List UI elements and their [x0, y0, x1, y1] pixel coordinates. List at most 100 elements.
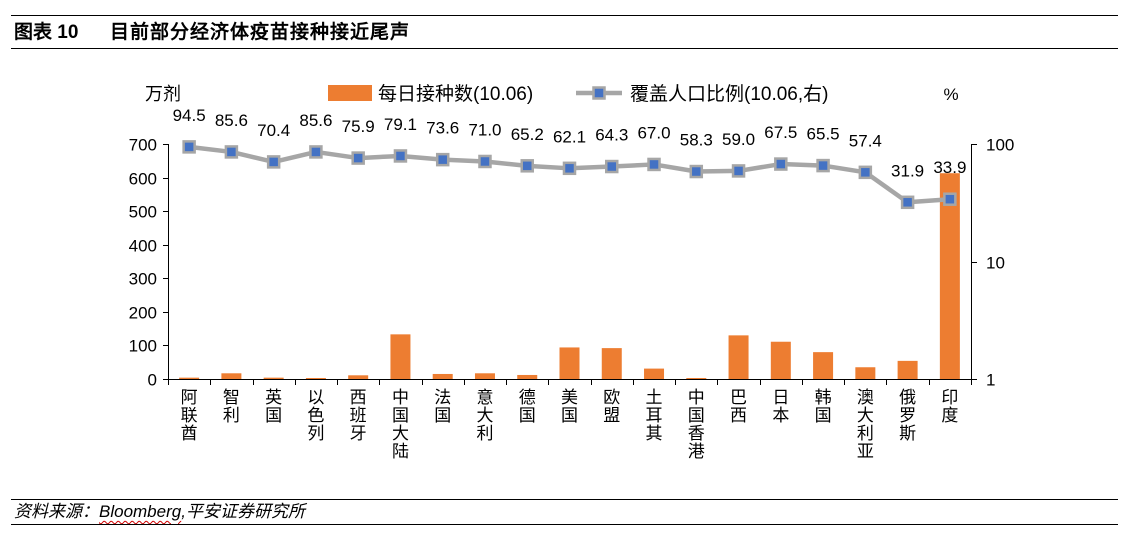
coverage-marker [774, 157, 788, 171]
source-note: 资料来源：Bloomberg,平安证券研究所 [14, 503, 305, 521]
y2-tick-label: 10 [986, 254, 1005, 273]
line-data-labels: 94.5 85.6 70.4 85.6 75.9 79.1 73.6 71.0 65.2 62.1… [173, 106, 967, 180]
coverage-marker [943, 192, 957, 206]
daily-doses-bar [855, 367, 876, 379]
legend-line-label: 覆盖人口比例(10.06,右) [630, 83, 828, 105]
legend-bar-label: 每日接种数(10.06) [378, 83, 533, 105]
coverage-marker [266, 155, 281, 169]
daily-doses-bar [263, 377, 284, 379]
daily-doses-bar [305, 377, 326, 379]
source-name: Bloomberg [99, 502, 182, 521]
coverage-marker [478, 154, 492, 169]
coverage-data-label: 73.6 [426, 119, 459, 138]
category-label: 韩国 [815, 388, 832, 425]
daily-doses-bar [897, 360, 918, 379]
coverage-marker [858, 165, 873, 180]
coverage-data-label: 79.1 [384, 115, 417, 134]
daily-doses-bar [348, 375, 369, 379]
bottom-rule [11, 524, 1118, 525]
category-label: 土耳其 [646, 388, 663, 443]
daily-doses-bar [939, 173, 960, 379]
y-axis-label: 万剂 [145, 84, 181, 104]
daily-doses-bar [686, 377, 707, 379]
daily-doses-bar [559, 347, 580, 379]
axes: 0 100 200 300 400 500 600 700 1 10 100 [129, 136, 1015, 390]
figure-title: 目前部分经济体疫苗接种接近尾声 [110, 22, 411, 43]
coverage-marker [816, 158, 830, 173]
category-label: 巴西 [730, 388, 747, 425]
bar-series [179, 173, 960, 379]
coverage-data-label: 57.4 [849, 131, 882, 150]
coverage-data-label: 67.0 [637, 123, 670, 142]
legend-line-marker [592, 86, 606, 100]
category-label: 欧盟 [603, 388, 620, 425]
y-tick-label: 100 [129, 337, 157, 356]
title-rule [11, 48, 1118, 49]
y-tick-label: 0 [148, 371, 157, 390]
coverage-data-label: 59.0 [722, 130, 755, 149]
coverage-marker [351, 151, 365, 165]
category-label: 印度 [941, 388, 958, 425]
category-label: 法国 [434, 388, 451, 425]
coverage-data-label: 62.1 [553, 127, 586, 146]
figure-label: 图表 10 [14, 22, 79, 43]
coverage-data-label: 65.5 [807, 125, 840, 144]
coverage-data-label: 64.3 [595, 126, 628, 145]
line-series [182, 140, 957, 210]
y-tick-label: 600 [129, 170, 157, 189]
source-top-rule [11, 499, 1118, 500]
coverage-data-label: 67.5 [764, 123, 797, 142]
category-label: 美国 [561, 388, 578, 425]
daily-doses-bar [644, 368, 665, 379]
y-tick-label: 700 [129, 136, 157, 155]
coverage-marker [309, 145, 323, 159]
daily-doses-bar [770, 341, 791, 379]
coverage-data-label: 70.4 [257, 121, 290, 140]
coverage-marker [605, 159, 619, 174]
category-label: 阿联酋 [181, 388, 198, 443]
daily-doses-bar [474, 373, 495, 379]
coverage-marker [224, 145, 239, 159]
coverage-marker [689, 164, 704, 179]
daily-doses-bar [601, 348, 622, 379]
source-prefix: 资料来源： [14, 502, 99, 521]
coverage-data-label: 85.6 [299, 111, 332, 130]
category-label: 澳大利亚 [857, 388, 874, 461]
coverage-data-label: 71.0 [468, 120, 501, 139]
y-tick-label: 400 [129, 237, 157, 256]
y-tick-label: 500 [129, 203, 157, 222]
daily-doses-bar [728, 335, 749, 379]
coverage-data-label: 58.3 [680, 131, 713, 150]
daily-doses-bar [432, 373, 453, 379]
category-label: 中国香港 [688, 388, 705, 461]
category-label: 日本 [772, 388, 789, 425]
coverage-data-label: 65.2 [511, 125, 544, 144]
coverage-data-label: 85.6 [215, 111, 248, 130]
category-label: 以色列 [307, 388, 324, 443]
coverage-data-label: 75.9 [342, 117, 375, 136]
coverage-marker [731, 164, 746, 178]
top-rule [11, 15, 1118, 16]
daily-doses-bar [179, 377, 200, 379]
coverage-marker [900, 195, 915, 210]
legend-bar-swatch [328, 85, 372, 101]
category-label: 中国大陆 [392, 388, 409, 461]
category-label: 俄罗斯 [899, 388, 916, 443]
coverage-data-label: 33.9 [933, 158, 966, 177]
daily-doses-bar [390, 334, 411, 379]
daily-doses-bar [221, 373, 242, 379]
category-label: 意大利 [476, 388, 493, 443]
daily-doses-bar [813, 352, 834, 379]
y2-tick-label: 1 [986, 371, 995, 390]
coverage-data-label: 94.5 [173, 106, 206, 125]
category-label: 英国 [265, 388, 282, 425]
coverage-marker [647, 157, 661, 172]
category-label: 德国 [519, 388, 536, 425]
category-label: 智利 [223, 388, 240, 425]
coverage-marker [182, 140, 196, 154]
coverage-marker [435, 152, 450, 167]
coverage-marker [393, 149, 408, 163]
y-tick-label: 200 [129, 304, 157, 323]
